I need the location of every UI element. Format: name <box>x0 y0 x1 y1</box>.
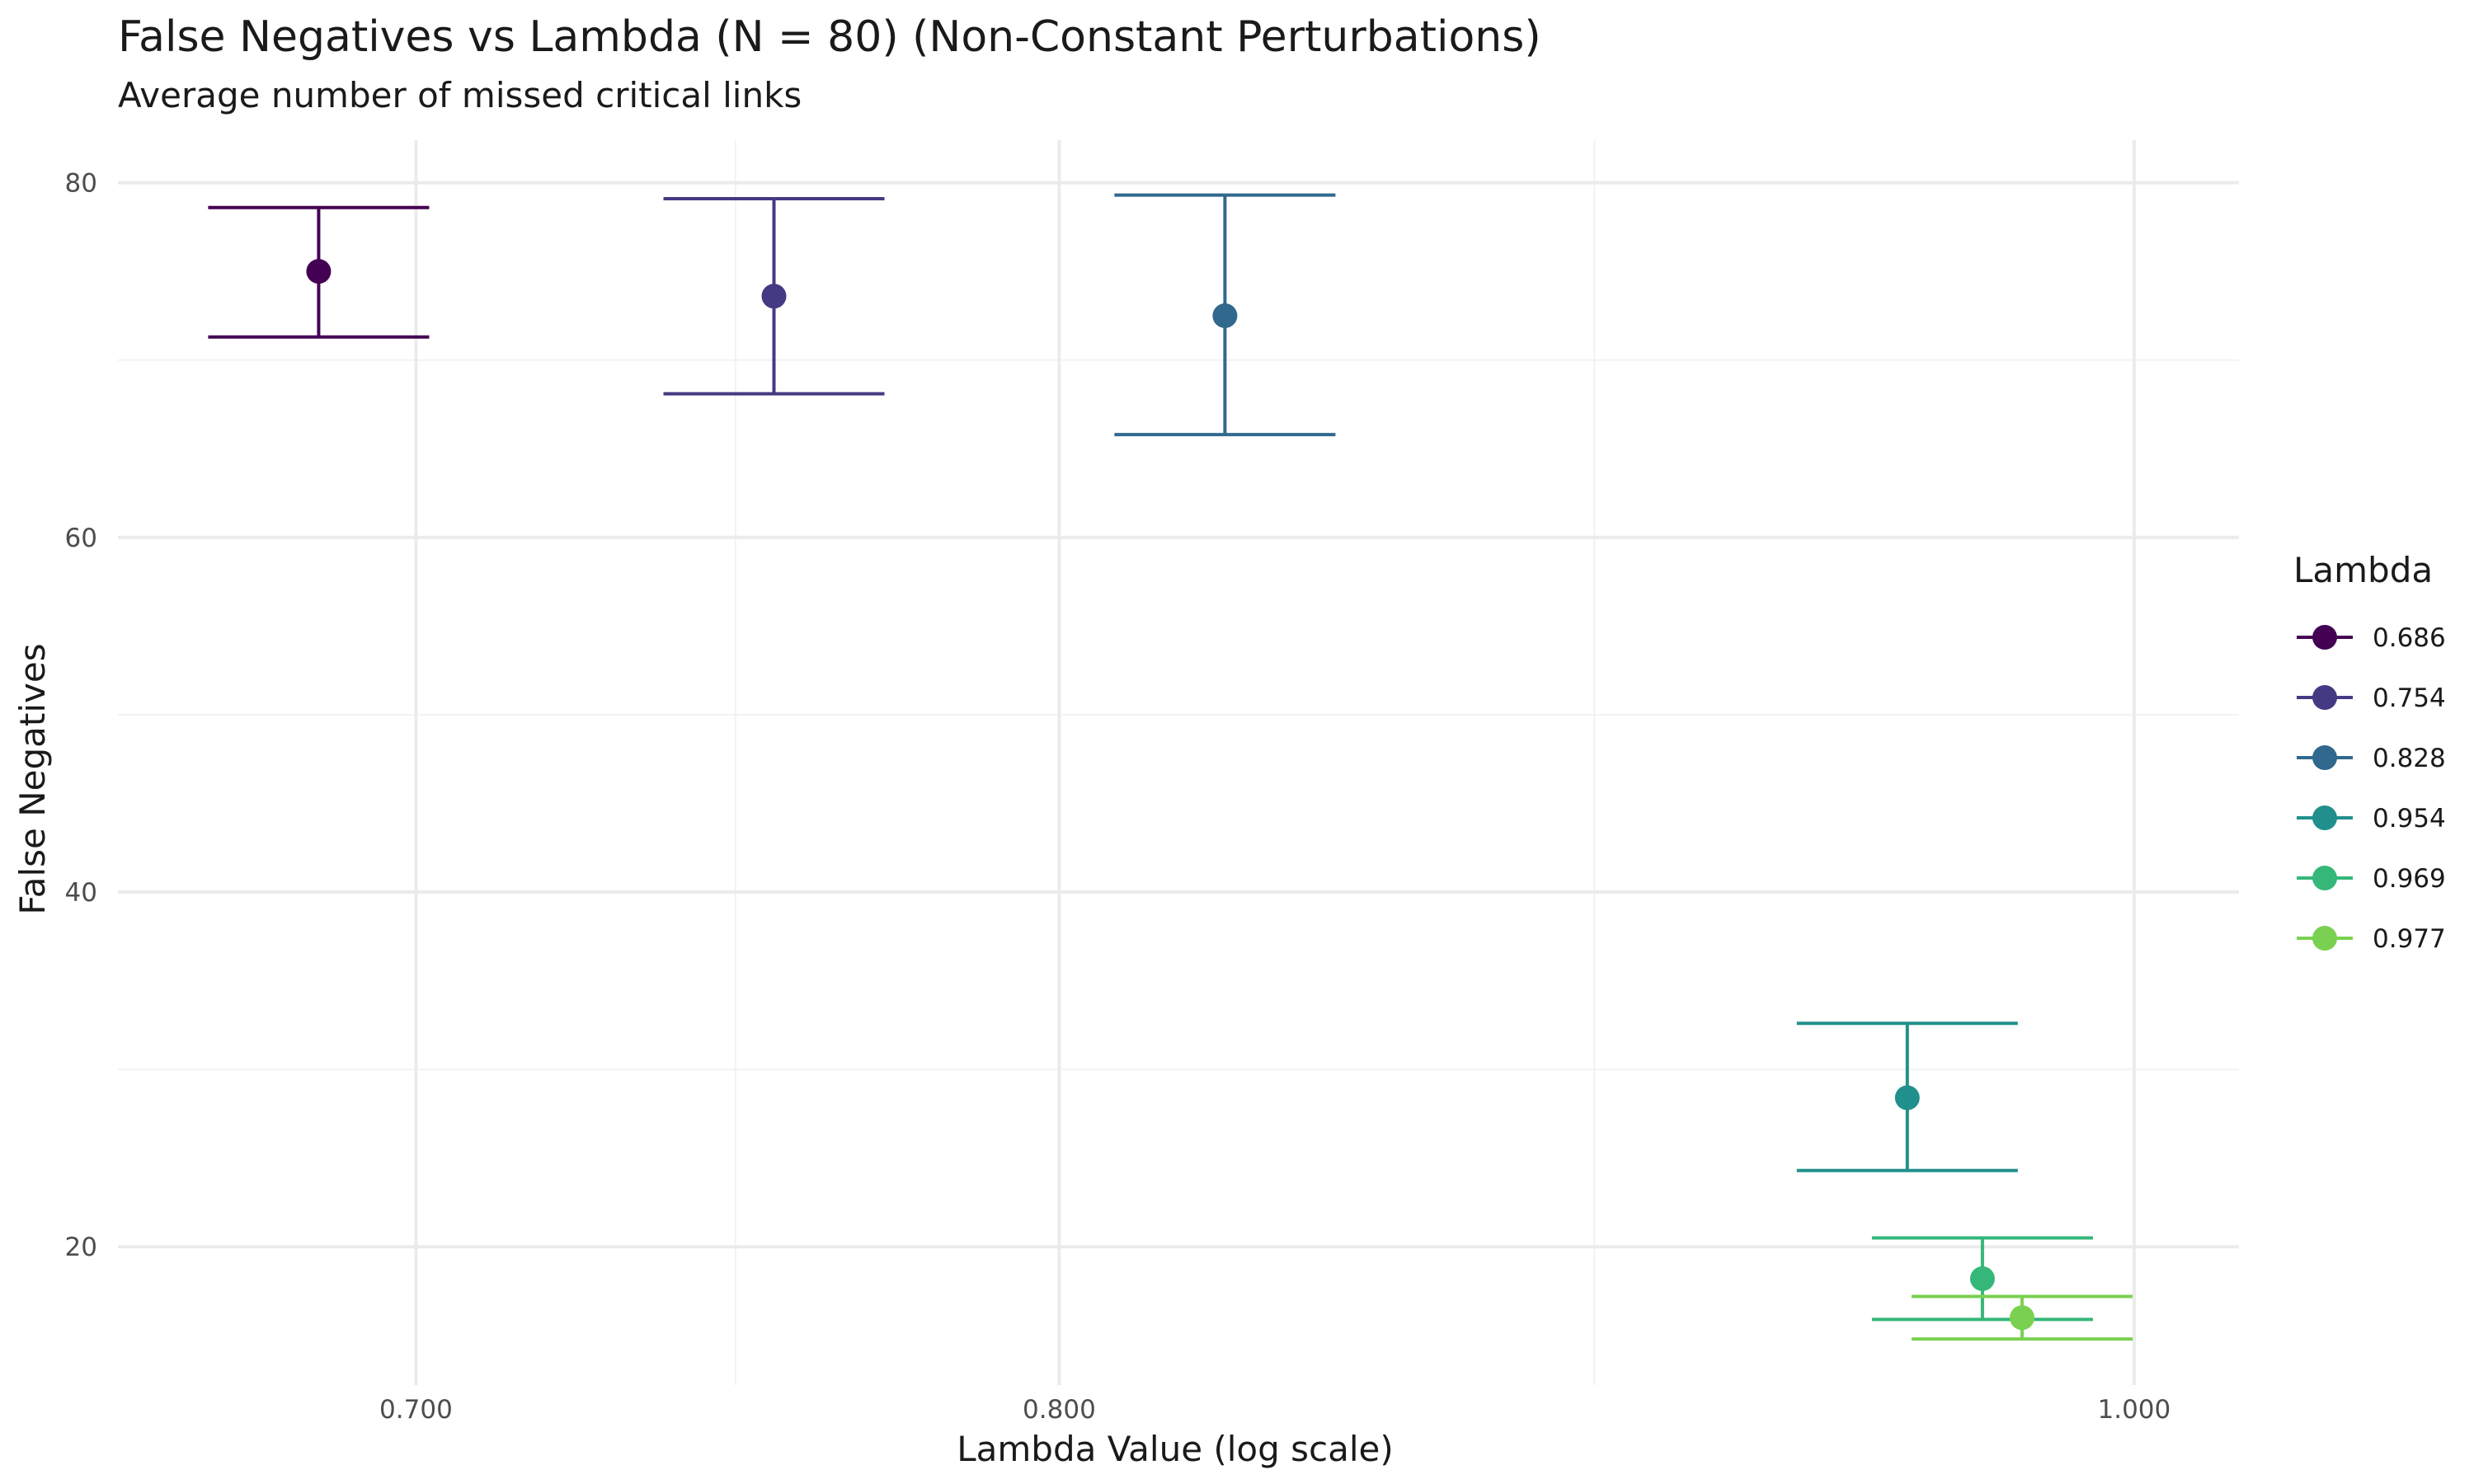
series-0.954 <box>1796 1021 2018 1172</box>
y-axis-title: False Negatives <box>12 643 53 914</box>
legend-item-0.954: 0.954 <box>2297 804 2446 834</box>
legend-label: 0.828 <box>2373 744 2446 773</box>
legend-key-point <box>2312 866 2337 890</box>
legend-label: 0.969 <box>2373 864 2446 894</box>
series-0.977 <box>1911 1294 2133 1341</box>
legend-key-point <box>2312 685 2337 710</box>
legend-key-point <box>2312 745 2337 770</box>
data-point <box>761 284 787 309</box>
legend-key-point <box>2312 805 2337 830</box>
chart-title: False Negatives vs Lambda (N = 80) (Non-… <box>118 12 1541 62</box>
legend-key-point <box>2312 926 2337 951</box>
legend-label: 0.686 <box>2373 623 2446 653</box>
legend-item-0.686: 0.686 <box>2297 623 2446 653</box>
series-0.686 <box>208 205 430 339</box>
data-point <box>1894 1085 1920 1111</box>
y-tick-label: 60 <box>65 524 97 553</box>
y-tick-label: 20 <box>65 1233 97 1262</box>
y-tick-label: 80 <box>65 169 97 199</box>
data-point <box>306 259 332 284</box>
legend-item-0.828: 0.828 <box>2297 744 2446 773</box>
legend-label: 0.754 <box>2373 683 2446 713</box>
legend: Lambda 0.686 0.754 0.828 0.954 0.969 0.977 <box>2293 550 2446 954</box>
legend-item-0.977: 0.977 <box>2297 924 2446 954</box>
chart-subtitle: Average number of missed critical links <box>118 75 802 115</box>
x-tick-label: 0.700 <box>379 1395 453 1425</box>
legend-label: 0.977 <box>2373 924 2446 954</box>
legend-title: Lambda <box>2293 550 2433 590</box>
legend-item-0.754: 0.754 <box>2297 683 2446 713</box>
data-point <box>1969 1266 1995 1291</box>
x-tick-label: 1.000 <box>2098 1395 2171 1425</box>
series-0.828 <box>1114 193 1336 437</box>
x-axis-title: Lambda Value (log scale) <box>957 1429 1394 1469</box>
plot-area: 20 40 60 80 0.700 0.800 1.000 <box>65 140 2239 1425</box>
data-point <box>1212 303 1238 328</box>
y-tick-label: 40 <box>65 878 97 908</box>
series-0.754 <box>663 196 885 396</box>
legend-item-0.969: 0.969 <box>2297 864 2446 894</box>
x-tick-label: 0.800 <box>1023 1395 1096 1425</box>
legend-label: 0.954 <box>2373 804 2446 834</box>
legend-key-point <box>2312 625 2337 650</box>
series-0.969 <box>1871 1236 2093 1322</box>
data-point <box>2009 1305 2034 1331</box>
